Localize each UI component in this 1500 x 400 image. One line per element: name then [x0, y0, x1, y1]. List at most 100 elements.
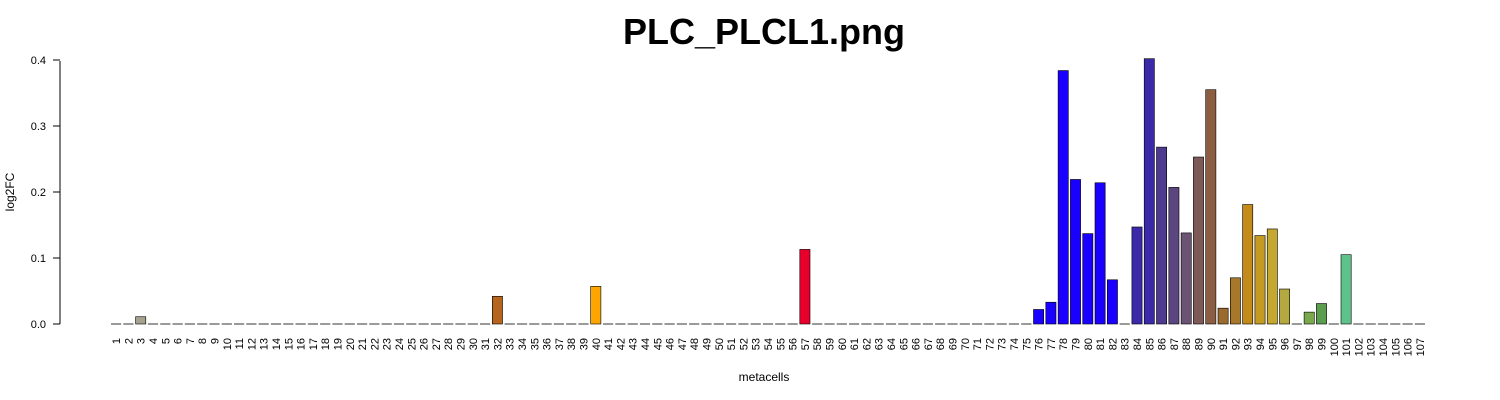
- x-tick-label: 72: [984, 338, 996, 350]
- bar-metacell-3: [135, 316, 147, 325]
- x-tick-label: 64: [886, 338, 898, 350]
- bar-metacell-93: [1242, 204, 1254, 325]
- bar-metacell-32: [491, 295, 503, 325]
- x-tick-label: 83: [1120, 338, 1132, 350]
- bar-metacell-77: [1045, 301, 1057, 325]
- y-axis-ticks: 0.0 0.1 0.2 0.3 0.4: [31, 55, 60, 331]
- x-tick-label: 56: [788, 338, 800, 350]
- x-tick-label: 99: [1317, 338, 1329, 350]
- x-tick-label: 28: [443, 338, 455, 350]
- x-tick-label: 43: [628, 338, 640, 350]
- bar-metacell-57: [799, 249, 811, 325]
- x-tick-label: 20: [345, 338, 357, 350]
- x-tick-label: 95: [1267, 338, 1279, 350]
- x-tick-label: 24: [394, 338, 406, 350]
- x-tick-label: 86: [1157, 338, 1169, 350]
- x-tick-label: 71: [972, 338, 984, 350]
- x-tick-label: 7: [185, 338, 197, 344]
- x-tick-label: 82: [1107, 338, 1119, 350]
- x-tick-label: 63: [874, 338, 886, 350]
- bar-metacell-95: [1266, 228, 1278, 325]
- x-tick-label: 105: [1390, 338, 1402, 356]
- bar-metacell-89: [1193, 156, 1204, 325]
- bar-metacell-78: [1057, 70, 1069, 325]
- bar-metacell-40: [590, 286, 602, 325]
- x-tick-label: 84: [1132, 338, 1144, 350]
- bar-metacell-92: [1230, 277, 1241, 325]
- bar-metacell-101: [1340, 254, 1352, 325]
- x-tick-label: 45: [652, 338, 664, 350]
- x-tick-label: 5: [160, 338, 172, 344]
- x-tick-label: 68: [935, 338, 947, 350]
- x-tick-label: 9: [210, 338, 222, 344]
- x-tick-label: 70: [960, 338, 972, 350]
- x-tick-label: 42: [615, 338, 627, 350]
- x-tick-label: 2: [123, 338, 135, 344]
- x-tick-label: 57: [800, 338, 812, 350]
- x-tick-label: 74: [1009, 338, 1021, 350]
- x-tick-label: 91: [1218, 338, 1230, 350]
- x-tick-label: 87: [1169, 338, 1181, 350]
- x-tick-label: 67: [923, 338, 935, 350]
- bar-metacell-90: [1205, 89, 1217, 325]
- x-axis-label: metacells: [739, 370, 790, 384]
- bar-metacell-86: [1156, 146, 1167, 325]
- x-tick-label: 62: [861, 338, 873, 350]
- x-tick-label: 75: [1021, 338, 1033, 350]
- x-tick-label: 97: [1292, 338, 1304, 350]
- x-tick-label: 94: [1255, 338, 1267, 350]
- x-tick-label: 36: [542, 338, 554, 350]
- bar-metacell-94: [1254, 235, 1266, 325]
- bar-metacell-79: [1070, 179, 1081, 325]
- bar-metacell-76: [1033, 309, 1044, 325]
- x-tick-label: 32: [492, 338, 504, 350]
- x-tick-label: 90: [1206, 338, 1218, 350]
- x-tick-label: 106: [1403, 338, 1415, 356]
- x-tick-label: 11: [234, 338, 246, 349]
- x-tick-label: 4: [148, 338, 160, 344]
- x-tick-label: 1: [111, 338, 123, 344]
- x-tick-label: 101: [1341, 338, 1353, 356]
- bars: [111, 58, 1425, 325]
- x-tick-label: 12: [246, 338, 258, 350]
- x-tick-label: 98: [1304, 338, 1316, 350]
- x-tick-label: 60: [837, 338, 849, 350]
- chart-title: PLC_PLCL1.png: [623, 11, 905, 52]
- x-tick-label: 21: [357, 338, 369, 350]
- x-tick-label: 85: [1144, 338, 1156, 350]
- x-tick-label: 80: [1083, 338, 1095, 350]
- x-tick-label: 13: [259, 338, 271, 350]
- bar-metacell-85: [1143, 58, 1155, 325]
- x-tick-label: 66: [911, 338, 923, 350]
- bar-metacell-84: [1131, 226, 1143, 325]
- x-tick-label: 41: [603, 338, 615, 350]
- x-tick-label: 54: [763, 338, 775, 350]
- y-tick-label: 0.4: [31, 55, 46, 67]
- x-tick-label: 69: [948, 338, 960, 350]
- x-tick-label: 81: [1095, 338, 1107, 350]
- x-tick-label: 34: [517, 338, 529, 350]
- x-tick-label: 16: [296, 338, 308, 350]
- x-tick-label: 27: [431, 338, 443, 350]
- x-tick-label: 3: [136, 338, 148, 344]
- bar-metacell-88: [1180, 232, 1192, 325]
- x-tick-label: 88: [1181, 338, 1193, 350]
- x-tick-label: 79: [1071, 338, 1083, 350]
- x-tick-label: 93: [1243, 338, 1255, 350]
- y-tick-label: 0.3: [31, 121, 46, 133]
- x-tick-label: 107: [1415, 338, 1427, 356]
- x-tick-label: 48: [689, 338, 701, 350]
- x-tick-label: 77: [1046, 338, 1058, 350]
- x-tick-label: 55: [775, 338, 787, 350]
- bar-metacell-87: [1168, 187, 1180, 325]
- x-tick-label: 100: [1329, 338, 1341, 356]
- x-tick-label: 76: [1034, 338, 1046, 350]
- x-tick-label: 29: [456, 338, 468, 350]
- x-tick-label: 40: [591, 338, 603, 350]
- bar-metacell-80: [1082, 233, 1094, 325]
- x-tick-label: 58: [812, 338, 824, 350]
- x-tick-label: 102: [1353, 338, 1365, 356]
- bar-metacell-98: [1303, 311, 1315, 325]
- x-tick-label: 61: [849, 338, 861, 350]
